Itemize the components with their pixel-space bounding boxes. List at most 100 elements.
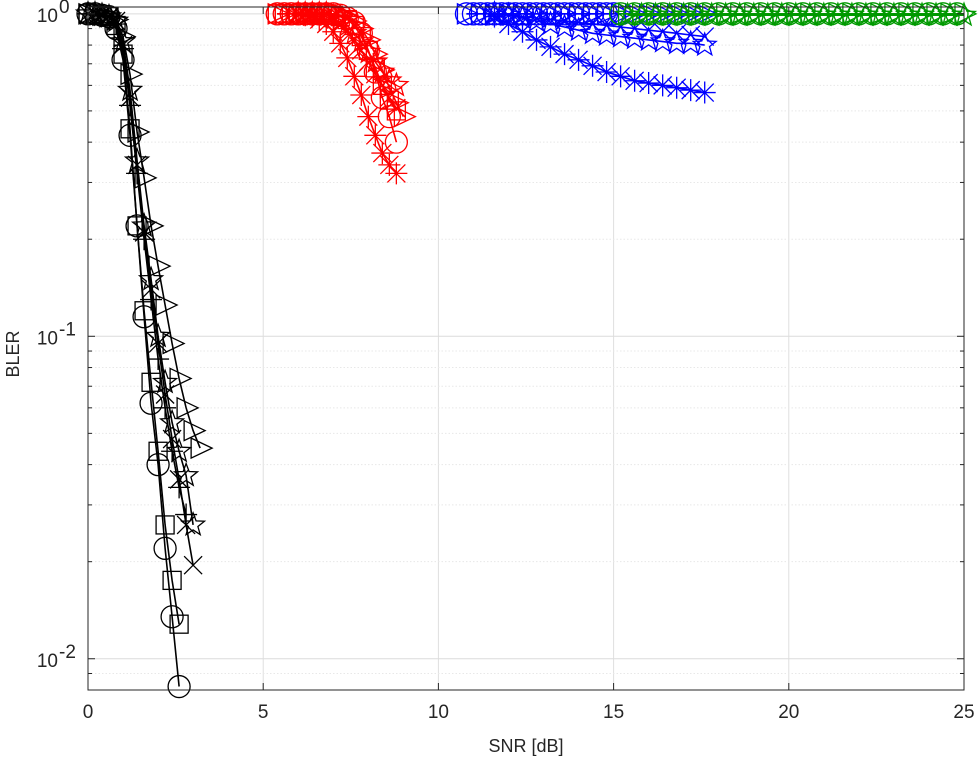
marker-circle [139, 391, 163, 415]
y-axis-label: BLER [3, 330, 23, 377]
marker-asterisk [287, 2, 310, 25]
marker-star [144, 322, 172, 348]
marker-asterisk [343, 65, 366, 88]
marker-triangle-right [78, 2, 102, 25]
x-tick-label: 0 [83, 702, 94, 723]
marker-asterisk [364, 124, 387, 147]
marker-triangle-right [92, 4, 116, 27]
marker-triangle-right [274, 2, 298, 25]
marker-star [123, 147, 151, 173]
marker-triangle-right [596, 2, 621, 25]
marker-asterisk [553, 43, 576, 66]
marker-circle [167, 674, 191, 699]
marker-asterisk [567, 48, 590, 71]
series-blue-star [481, 0, 718, 57]
marker-star [607, 22, 634, 48]
series-blue-asterisk [483, 5, 716, 104]
y-tick-label: 10 -1 [37, 319, 76, 349]
marker-asterisk [378, 153, 401, 176]
marker-plus [147, 348, 170, 371]
marker-triangle-right [393, 105, 417, 128]
y-tick-label: 10 0 [37, 0, 70, 27]
marker-asterisk [497, 12, 520, 35]
tick-marks [87, 7, 965, 691]
marker-star [158, 408, 186, 434]
marker-triangle-right [456, 2, 480, 25]
marker-asterisk [294, 4, 317, 27]
marker-square [155, 515, 175, 535]
marker-star [537, 10, 564, 36]
y-tick-label-base: 10 [37, 6, 58, 27]
marker-star [383, 71, 410, 97]
marker-plus [154, 396, 177, 419]
marker-triangle-right [176, 396, 200, 419]
marker-triangle-right [365, 43, 389, 66]
marker-asterisk [308, 8, 331, 31]
x-tick-label: 10 [428, 702, 449, 723]
x-tick-label: 15 [603, 702, 624, 723]
marker-star [523, 7, 550, 33]
marker-triangle-right [183, 419, 207, 442]
x-tick-labels: 0 5 10 15 20 25 [83, 702, 975, 723]
series-red-asterisk [287, 2, 408, 185]
marker-square [120, 119, 140, 139]
y-tick-label: 10 -2 [37, 642, 76, 672]
marker-star [649, 27, 676, 53]
axes-box [87, 6, 965, 691]
marker-x [386, 98, 406, 118]
marker-triangle-right [169, 367, 193, 390]
marker-square [141, 372, 161, 392]
y-tick-label-base: 10 [37, 651, 58, 672]
marker-circle [384, 130, 409, 154]
series-line [494, 15, 705, 94]
marker-star [362, 47, 389, 74]
marker-triangle-right [106, 8, 130, 31]
marker-triangle-right [337, 5, 361, 28]
y-tick-label-base: 10 [37, 328, 58, 349]
marker-triangle-right [582, 2, 607, 25]
marker-square [379, 90, 399, 110]
marker-star [677, 29, 704, 55]
marker-asterisk [539, 35, 562, 58]
x-axis-label: SNR [dB] [488, 736, 563, 756]
marker-asterisk [322, 20, 345, 43]
marker-asterisk [595, 61, 618, 84]
marker-circle [160, 605, 184, 629]
marker-triangle-right [148, 255, 172, 278]
marker-star [593, 21, 620, 47]
marker-asterisk [336, 46, 359, 69]
marker-triangle-right [155, 294, 179, 317]
marker-star [179, 511, 207, 537]
marker-star [151, 368, 179, 394]
x-tick-label: 5 [258, 702, 269, 723]
marker-star [172, 461, 200, 487]
marker-asterisk [371, 142, 394, 165]
marker-asterisk [525, 28, 548, 51]
marker-triangle-right [113, 25, 137, 48]
marker-asterisk [679, 79, 702, 102]
series-green-star [614, 1, 978, 27]
marker-x [183, 555, 203, 575]
marker-star [691, 31, 718, 57]
marker-star [348, 27, 375, 53]
marker-asterisk [581, 54, 604, 77]
x-tick-label: 20 [778, 702, 799, 723]
series-black-triangle-right [78, 2, 214, 460]
y-tick-label-exponent: -2 [59, 642, 76, 663]
marker-star [621, 24, 648, 50]
marker-triangle-right [85, 2, 109, 25]
marker-asterisk [623, 69, 646, 92]
marker-star [334, 11, 361, 37]
marker-asterisk [637, 72, 660, 95]
marker-asterisk [329, 32, 352, 55]
marker-triangle-right [470, 2, 494, 25]
marker-star [635, 26, 662, 52]
marker-triangle-right [141, 214, 165, 237]
marker-triangle-right [127, 120, 151, 144]
marker-star [116, 76, 144, 102]
marker-asterisk [651, 74, 674, 97]
marker-star [565, 16, 592, 42]
